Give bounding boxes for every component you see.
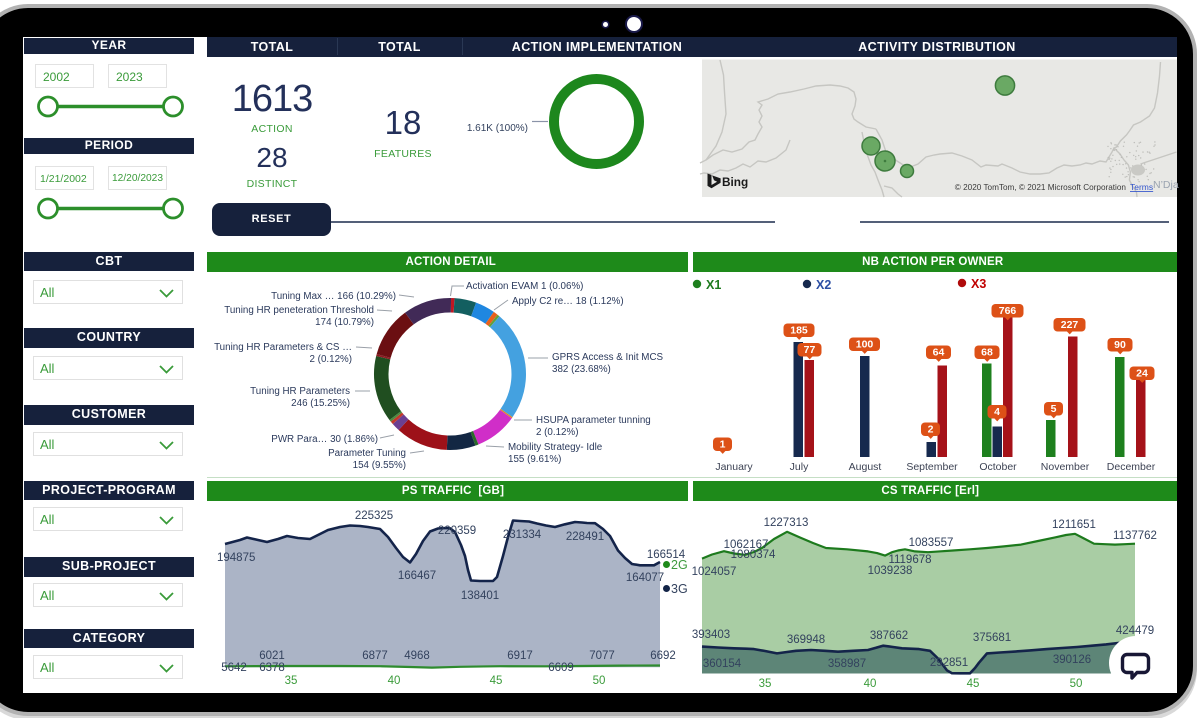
svg-text:1083557: 1083557 bbox=[909, 537, 954, 549]
svg-text:X3: X3 bbox=[971, 277, 986, 291]
svg-text:6378: 6378 bbox=[259, 662, 285, 674]
svg-text:40: 40 bbox=[388, 675, 401, 687]
svg-text:227: 227 bbox=[1061, 319, 1079, 331]
svg-text:Tuning HR Parameters & CS …: Tuning HR Parameters & CS … bbox=[214, 342, 352, 353]
svg-text:Terms: Terms bbox=[1130, 182, 1153, 192]
svg-text:360154: 360154 bbox=[703, 658, 742, 670]
svg-text:50: 50 bbox=[1070, 678, 1083, 690]
svg-text:375681: 375681 bbox=[973, 632, 1011, 644]
svg-text:5: 5 bbox=[1051, 403, 1057, 415]
svg-text:August: August bbox=[849, 461, 882, 473]
svg-text:Activation EVAM 1 (0.06%): Activation EVAM 1 (0.06%) bbox=[466, 281, 583, 292]
svg-text:1024057: 1024057 bbox=[692, 566, 737, 578]
svg-text:Parameter Tuning: Parameter Tuning bbox=[328, 448, 406, 459]
svg-text:387662: 387662 bbox=[870, 630, 908, 642]
svg-text:July: July bbox=[790, 461, 809, 473]
svg-text:50: 50 bbox=[593, 675, 606, 687]
svg-text:382 (23.68%): 382 (23.68%) bbox=[552, 364, 611, 375]
svg-text:45: 45 bbox=[490, 675, 503, 687]
svg-text:HSUPA parameter tunning: HSUPA parameter tunning bbox=[536, 415, 651, 426]
svg-text:6692: 6692 bbox=[650, 650, 676, 662]
svg-text:1119678: 1119678 bbox=[888, 554, 931, 566]
svg-text:4968: 4968 bbox=[404, 650, 430, 662]
svg-text:November: November bbox=[1041, 461, 1090, 473]
svg-text:100: 100 bbox=[856, 339, 874, 351]
svg-text:Mobility Strategy- Idle: Mobility Strategy- Idle bbox=[508, 442, 603, 453]
svg-text:185: 185 bbox=[790, 325, 808, 337]
svg-text:1211651: 1211651 bbox=[1052, 519, 1096, 531]
svg-text:6021: 6021 bbox=[259, 650, 285, 662]
svg-text:225325: 225325 bbox=[355, 510, 393, 522]
svg-text:Bing: Bing bbox=[722, 175, 748, 189]
svg-text:90: 90 bbox=[1114, 339, 1126, 351]
svg-text:138401: 138401 bbox=[461, 590, 499, 602]
svg-text:Apply C2 re… 18 (1.12%): Apply C2 re… 18 (1.12%) bbox=[512, 296, 624, 307]
svg-text:228491: 228491 bbox=[566, 531, 604, 543]
svg-text:154 (9.55%): 154 (9.55%) bbox=[353, 460, 406, 471]
svg-text:2G: 2G bbox=[671, 558, 688, 572]
svg-text:1039238: 1039238 bbox=[868, 565, 913, 577]
svg-text:Tuning HR Parameters: Tuning HR Parameters bbox=[250, 386, 350, 397]
svg-text:292851: 292851 bbox=[930, 657, 968, 669]
svg-text:2: 2 bbox=[928, 424, 934, 436]
svg-text:1.61K (100%): 1.61K (100%) bbox=[467, 123, 528, 134]
svg-text:N’Dja: N’Dja bbox=[1153, 179, 1179, 191]
svg-text:369948: 369948 bbox=[787, 634, 825, 646]
svg-text:164077: 164077 bbox=[626, 572, 664, 584]
svg-text:October: October bbox=[979, 461, 1017, 473]
svg-text:35: 35 bbox=[759, 678, 772, 690]
svg-text:68: 68 bbox=[981, 347, 993, 359]
svg-text:194875: 194875 bbox=[217, 552, 255, 564]
svg-text:3G: 3G bbox=[671, 582, 688, 596]
svg-text:2 (0.12%): 2 (0.12%) bbox=[536, 427, 578, 438]
svg-text:424479: 424479 bbox=[1116, 625, 1154, 637]
svg-text:166467: 166467 bbox=[398, 570, 436, 582]
svg-text:7077: 7077 bbox=[589, 650, 615, 662]
svg-text:246 (15.25%): 246 (15.25%) bbox=[291, 398, 350, 409]
svg-text:PWR Para… 30 (1.86%): PWR Para… 30 (1.86%) bbox=[271, 434, 378, 445]
svg-text:5642: 5642 bbox=[221, 662, 247, 674]
svg-text:1227313: 1227313 bbox=[764, 517, 809, 529]
svg-text:X1: X1 bbox=[706, 278, 721, 292]
svg-text:155 (9.61%): 155 (9.61%) bbox=[508, 454, 561, 465]
svg-text:GPRS Access & Init MCS: GPRS Access & Init MCS bbox=[552, 352, 664, 363]
svg-text:Tuning Max … 166 (10.29%): Tuning Max … 166 (10.29%) bbox=[271, 291, 396, 302]
svg-text:Tuning HR peneteration Thresho: Tuning HR peneteration Threshold bbox=[224, 305, 374, 316]
svg-text:6877: 6877 bbox=[362, 650, 388, 662]
svg-text:1: 1 bbox=[720, 439, 726, 451]
svg-text:September: September bbox=[906, 461, 958, 473]
svg-text:40: 40 bbox=[864, 678, 877, 690]
svg-text:6609: 6609 bbox=[548, 662, 574, 674]
svg-text:358987: 358987 bbox=[828, 658, 866, 670]
svg-text:6917: 6917 bbox=[507, 650, 533, 662]
svg-text:© 2020 TomTom, © 2021 Microsof: © 2020 TomTom, © 2021 Microsoft Corporat… bbox=[955, 183, 1127, 192]
svg-text:766: 766 bbox=[999, 305, 1017, 317]
svg-text:4: 4 bbox=[994, 406, 1000, 418]
svg-text:1080374: 1080374 bbox=[731, 549, 776, 561]
svg-text:1062167: 1062167 bbox=[724, 539, 769, 551]
svg-text:174 (10.79%): 174 (10.79%) bbox=[315, 317, 374, 328]
svg-text:December: December bbox=[1107, 461, 1156, 473]
svg-text:393403: 393403 bbox=[692, 629, 730, 641]
svg-text:166514: 166514 bbox=[647, 549, 686, 561]
svg-text:45: 45 bbox=[967, 678, 980, 690]
svg-text:77: 77 bbox=[804, 344, 816, 356]
svg-text:390126: 390126 bbox=[1053, 654, 1091, 666]
svg-text:2 (0.12%): 2 (0.12%) bbox=[310, 354, 352, 365]
svg-text:X2: X2 bbox=[816, 278, 831, 292]
svg-text:1137762: 1137762 bbox=[1113, 530, 1157, 542]
svg-text:35: 35 bbox=[285, 675, 298, 687]
svg-text:24: 24 bbox=[1136, 368, 1148, 380]
svg-text:231334: 231334 bbox=[503, 529, 542, 541]
svg-text:64: 64 bbox=[933, 347, 945, 359]
svg-text:January: January bbox=[715, 461, 753, 473]
svg-text:220359: 220359 bbox=[438, 525, 476, 537]
